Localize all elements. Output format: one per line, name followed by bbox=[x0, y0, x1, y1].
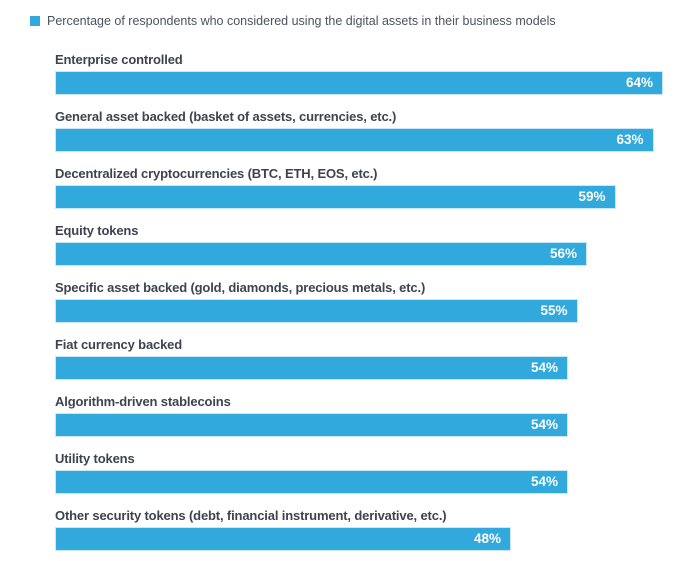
category-label: Fiat currency backed bbox=[55, 337, 183, 352]
bar-value-label: 54% bbox=[530, 417, 558, 433]
bar-row: Decentralized cryptocurrencies (BTC, ETH… bbox=[55, 166, 688, 209]
category-label: Equity tokens bbox=[55, 223, 139, 238]
bar: 54% bbox=[55, 470, 568, 494]
bar-value-label: 54% bbox=[530, 474, 558, 490]
category-label: Utility tokens bbox=[55, 451, 135, 466]
bar-value-label: 56% bbox=[549, 246, 577, 262]
bar: 64% bbox=[55, 71, 663, 95]
bar: 56% bbox=[55, 242, 587, 266]
bar-value-label: 48% bbox=[473, 531, 501, 547]
category-label: General asset backed (basket of assets, … bbox=[55, 109, 397, 124]
category-label: Enterprise controlled bbox=[55, 52, 183, 67]
bar-row: Specific asset backed (gold, diamonds, p… bbox=[55, 280, 688, 323]
legend-swatch-icon bbox=[30, 16, 40, 26]
category-label: Specific asset backed (gold, diamonds, p… bbox=[55, 280, 426, 295]
bar: 63% bbox=[55, 128, 654, 152]
legend: Percentage of respondents who considered… bbox=[30, 13, 688, 29]
bar: 55% bbox=[55, 299, 578, 323]
bar-row: Fiat currency backed 54% bbox=[55, 337, 688, 380]
bar-row: Equity tokens 56% bbox=[55, 223, 688, 266]
legend-label: Percentage of respondents who considered… bbox=[47, 14, 556, 28]
bar-row: Utility tokens 54% bbox=[55, 451, 688, 494]
bar-value-label: 63% bbox=[616, 132, 644, 148]
bar: 54% bbox=[55, 413, 568, 437]
bar-row: Other security tokens (debt, financial i… bbox=[55, 508, 688, 551]
bar-chart: Enterprise controlled 64% General asset … bbox=[55, 52, 688, 551]
bar: 48% bbox=[55, 527, 511, 551]
bar-value-label: 54% bbox=[530, 360, 558, 376]
category-label: Other security tokens (debt, financial i… bbox=[55, 508, 447, 523]
bar: 54% bbox=[55, 356, 568, 380]
category-label: Decentralized cryptocurrencies (BTC, ETH… bbox=[55, 166, 378, 181]
bar-row: General asset backed (basket of assets, … bbox=[55, 109, 688, 152]
category-label: Algorithm-driven stablecoins bbox=[55, 394, 231, 409]
bar: 59% bbox=[55, 185, 616, 209]
bar-row: Enterprise controlled 64% bbox=[55, 52, 688, 95]
bar-value-label: 55% bbox=[540, 303, 568, 319]
bar-row: Algorithm-driven stablecoins 54% bbox=[55, 394, 688, 437]
bar-value-label: 64% bbox=[625, 75, 653, 91]
bar-value-label: 59% bbox=[578, 189, 606, 205]
